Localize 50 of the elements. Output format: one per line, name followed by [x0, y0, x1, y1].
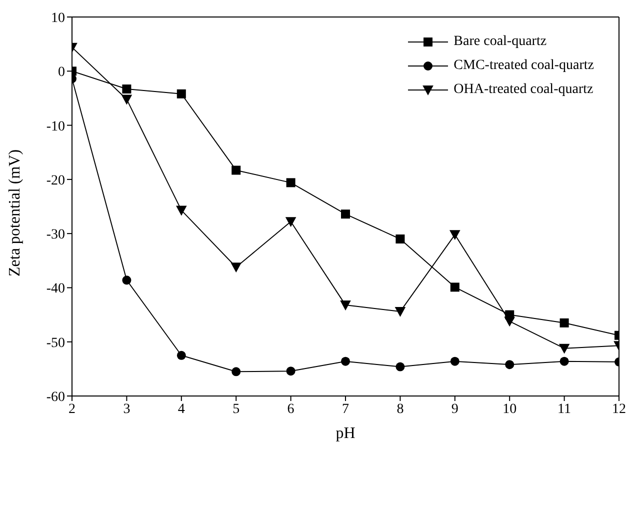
- y-tick-label: -60: [46, 390, 65, 405]
- y-tick-label: 10: [51, 10, 65, 26]
- point: [394, 307, 406, 317]
- point: [286, 366, 296, 376]
- x-tick-label: 5: [232, 402, 240, 417]
- x-tick-label: 4: [178, 402, 185, 417]
- legend-label: CMC-treated coal-quartz: [454, 58, 594, 74]
- x-axis-title: pH: [336, 425, 356, 442]
- point: [122, 84, 132, 94]
- point: [121, 94, 132, 105]
- x-tick-label: 7: [342, 402, 349, 417]
- point: [341, 356, 350, 366]
- x-tick-label: 12: [612, 402, 626, 417]
- x-tick-label: 3: [123, 402, 130, 417]
- y-tick-label: -50: [46, 336, 65, 351]
- y-tick-label: -30: [46, 228, 65, 243]
- point: [505, 360, 514, 370]
- point: [340, 300, 351, 310]
- point: [230, 262, 242, 273]
- x-tick-label: 6: [287, 402, 294, 417]
- point: [560, 318, 569, 328]
- x-tick-label: 9: [451, 402, 458, 417]
- x-tick-label: 8: [396, 402, 404, 417]
- y-tick-label: 0: [58, 65, 65, 80]
- point: [341, 210, 350, 219]
- point: [122, 276, 132, 285]
- y-tick-label: -20: [46, 173, 65, 188]
- legend-label: OHA-treated coal-quartz: [454, 82, 594, 98]
- point: [558, 344, 570, 354]
- point: [176, 206, 187, 216]
- y-tick-label: -40: [46, 282, 65, 297]
- legend-label: Bare coal-quartz: [454, 34, 547, 50]
- point: [504, 316, 515, 327]
- y-axis-title: Zeta potential (mV): [6, 149, 24, 276]
- point: [396, 234, 405, 244]
- point: [396, 362, 405, 372]
- x-tick-label: 11: [558, 402, 572, 417]
- point: [176, 350, 186, 360]
- x-tick-label: 2: [68, 402, 76, 417]
- point: [450, 230, 460, 240]
- point: [286, 178, 296, 188]
- point: [450, 282, 460, 292]
- y-tick-label: -10: [46, 119, 65, 134]
- point: [176, 89, 186, 98]
- point: [232, 166, 241, 175]
- point: [560, 356, 569, 366]
- x-tick-label: 10: [502, 402, 517, 417]
- point: [232, 367, 241, 376]
- point: [285, 217, 296, 228]
- point: [450, 356, 460, 366]
